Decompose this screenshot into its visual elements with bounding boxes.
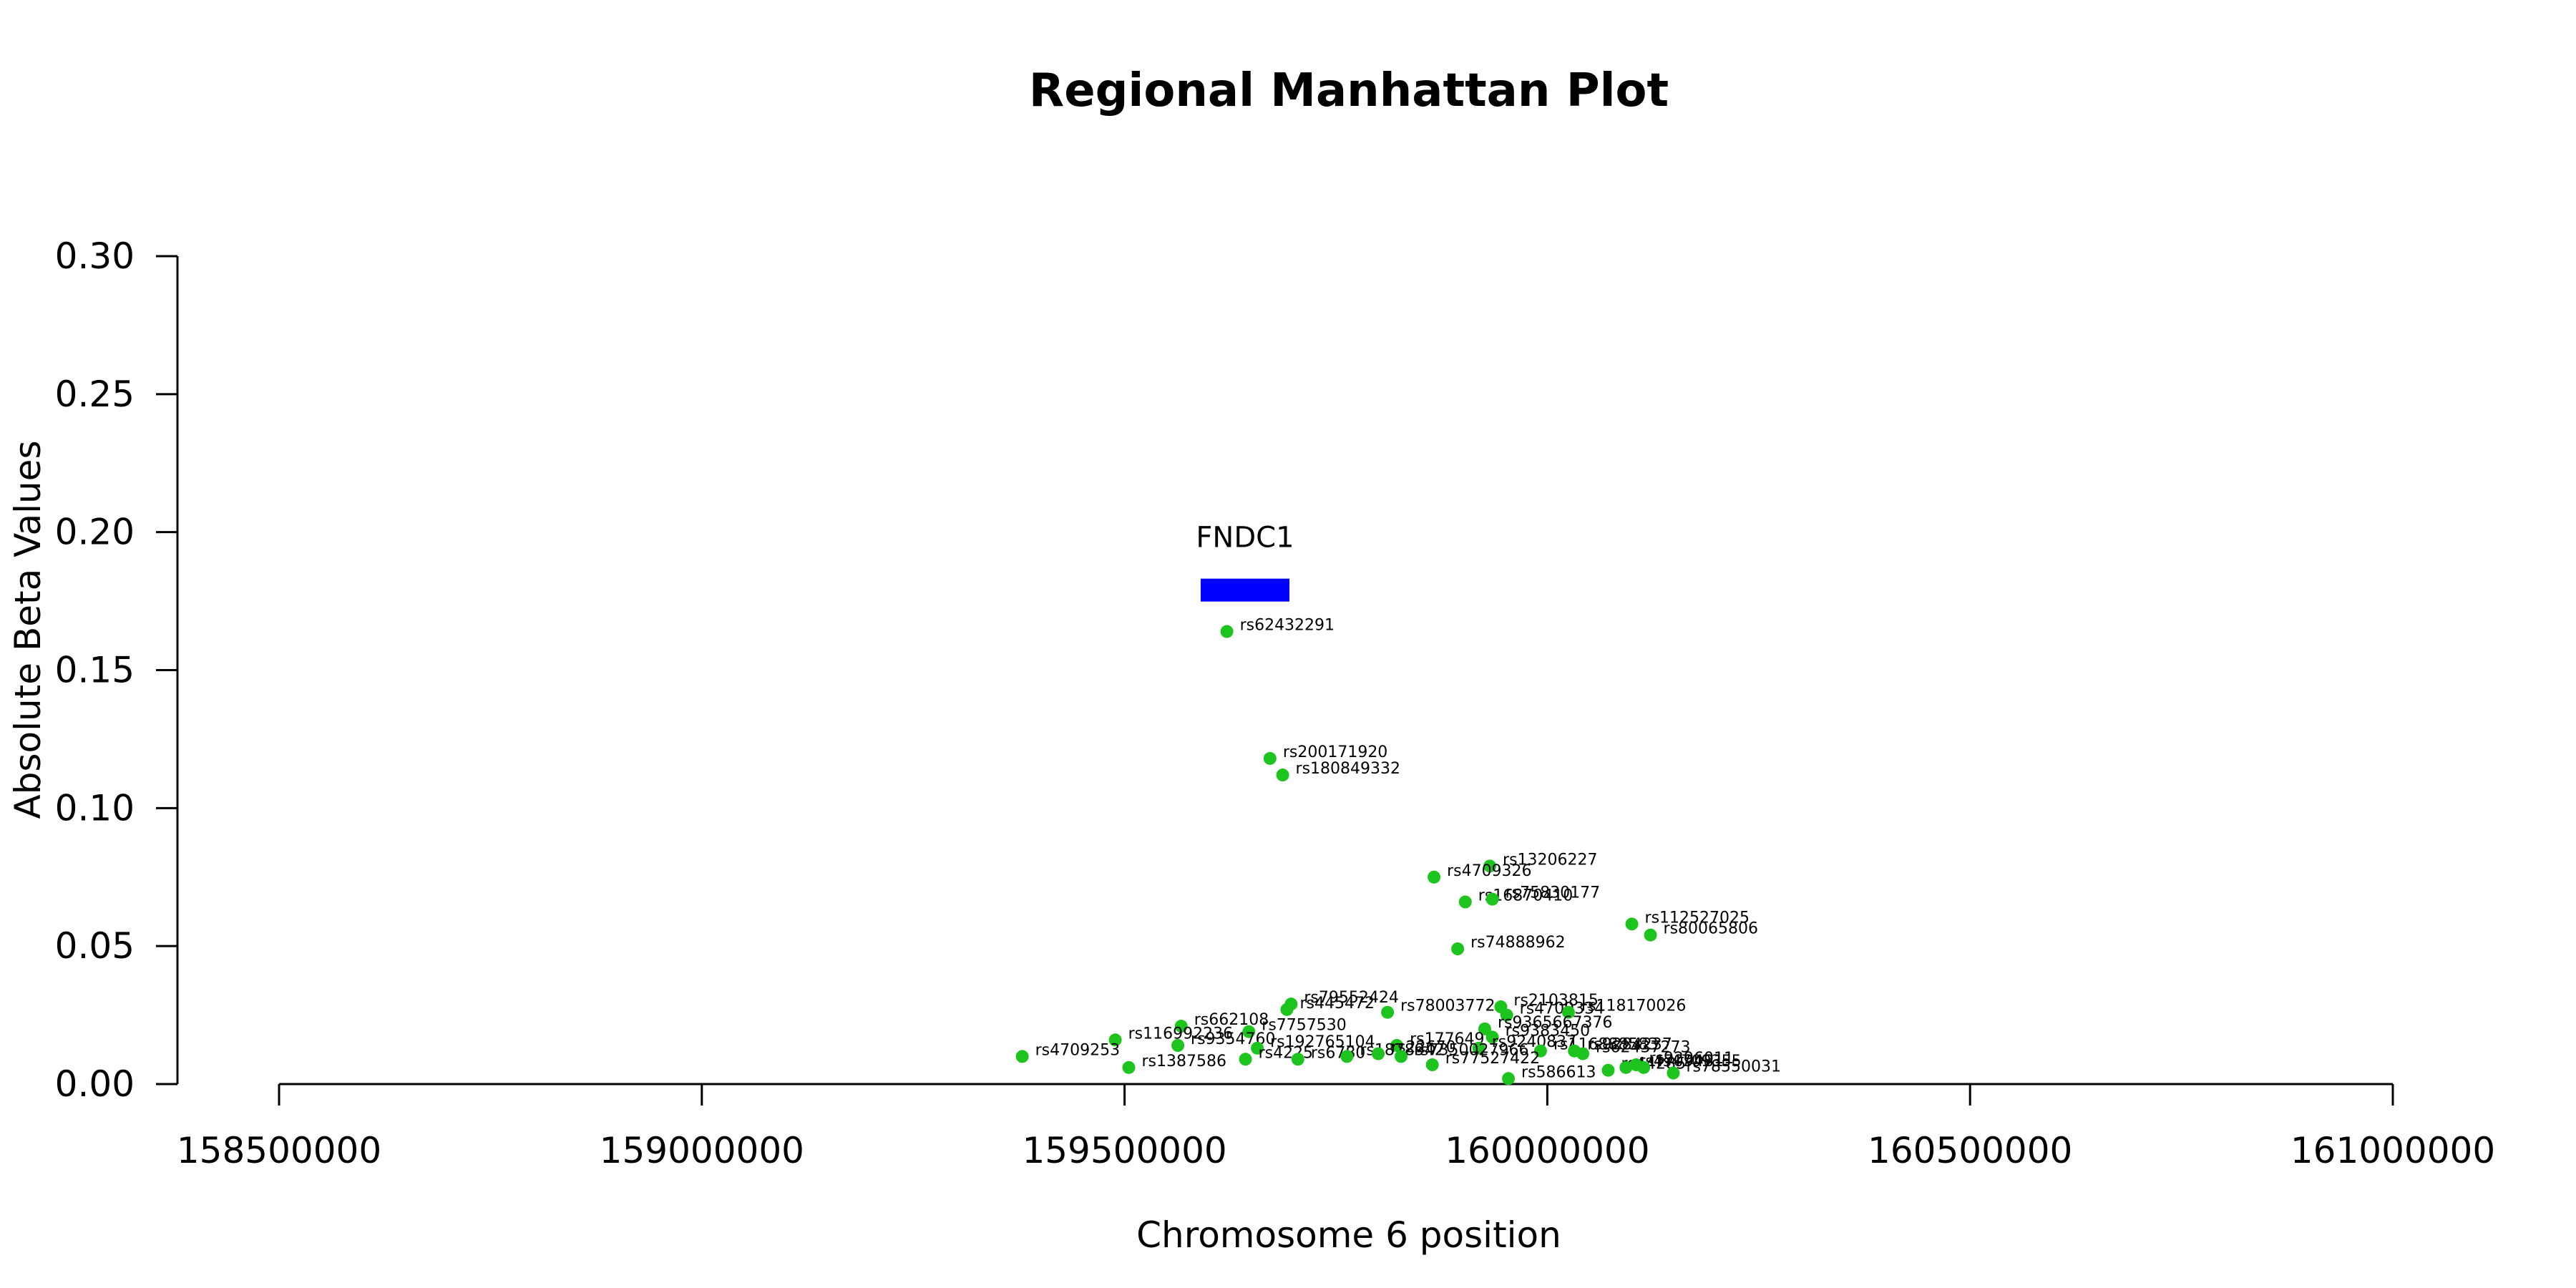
snp-point — [1472, 1041, 1485, 1055]
y-tick-label: 0.25 — [55, 374, 135, 415]
snp-point — [1500, 1008, 1513, 1022]
y-ticks: 0.00 0.05 0.10 0.15 0.20 0.25 0.30 — [55, 235, 177, 1105]
snp-label: rs4709326 — [1447, 862, 1531, 880]
y-tick-label: 0.20 — [55, 512, 135, 553]
snp-point — [1483, 859, 1497, 873]
snp-label: rs200171920 — [1283, 743, 1387, 761]
snp-label: rs9296011 — [1649, 1050, 1734, 1068]
snp-label: rs662108 — [1194, 1011, 1269, 1029]
snp-label: rs586613 — [1521, 1063, 1596, 1081]
snp-label: rs192765104 — [1270, 1033, 1375, 1051]
snp-point — [1561, 1005, 1575, 1019]
snp-label: rs62437273 — [1596, 1039, 1690, 1057]
y-tick-label: 0.15 — [55, 650, 135, 691]
snp-label: rs7757530 — [1262, 1017, 1347, 1035]
snp-label: rs1387586 — [1142, 1053, 1227, 1070]
snp-point — [1390, 1039, 1404, 1053]
snp-label: rs9383450 — [1506, 1022, 1591, 1040]
snp-label: rs9365667376 — [1498, 1014, 1612, 1032]
snp-label: rs78003772 — [1400, 997, 1495, 1015]
axes — [176, 256, 2393, 1085]
snp-label: rs112527025 — [1645, 909, 1750, 927]
snp-point — [1601, 1063, 1615, 1077]
snp-point — [1667, 1066, 1680, 1080]
snp-point — [1485, 892, 1499, 906]
snp-point — [1394, 1050, 1407, 1063]
snp-point — [1458, 895, 1472, 909]
snp-point — [1485, 1030, 1499, 1044]
snp-label: rs4709253 — [1035, 1041, 1121, 1059]
snp-label: rs9284237 — [1587, 1036, 1672, 1054]
snp-label: rs78550031 — [1686, 1058, 1780, 1076]
snp-label: rs6780 — [1311, 1044, 1366, 1062]
snp-label: rs177649 — [1410, 1030, 1485, 1048]
snp-label: rs2103815 — [1513, 992, 1599, 1010]
snp-point — [1239, 1053, 1252, 1066]
snp-point — [1251, 1041, 1264, 1055]
y-tick-label: 0.10 — [55, 787, 135, 829]
snp-label: rs80065806 — [1664, 920, 1758, 938]
y-tick-label: 0.05 — [55, 925, 135, 967]
snp-point — [1291, 1053, 1304, 1066]
snp-point — [1428, 870, 1441, 884]
snp-point — [1637, 1060, 1651, 1074]
y-axis-label: Absolute Beta Values — [7, 441, 49, 819]
x-tick-label: 160000000 — [1445, 1130, 1649, 1171]
snp-point — [1174, 1020, 1188, 1033]
snp-point — [1625, 917, 1639, 931]
x-tick-label: 160500000 — [1868, 1130, 2072, 1171]
y-tick-label: 0.30 — [55, 235, 135, 277]
snp-point — [1478, 1022, 1491, 1035]
snp-label: rs74888962 — [1470, 934, 1565, 952]
chart-title: Regional Manhattan Plot — [1029, 64, 1669, 117]
snp-point — [1340, 1050, 1354, 1063]
snp-point — [1171, 1039, 1185, 1053]
snp-label: rs9240837 — [1492, 1033, 1577, 1051]
snp-point — [1276, 769, 1289, 782]
snp-label: rs180849332 — [1296, 760, 1400, 778]
x-tick-label: 159000000 — [600, 1130, 804, 1171]
snp-point — [1108, 1033, 1122, 1047]
snp-label: rs13206227 — [1503, 851, 1597, 869]
snp-point — [1220, 625, 1234, 638]
x-tick-label: 159500000 — [1022, 1130, 1226, 1171]
genes-layer: FNDC1 — [1196, 522, 1294, 602]
snp-point — [1619, 1060, 1633, 1074]
snp-label: rs4225 — [1259, 1044, 1314, 1062]
snp-label: rs4709334 — [1520, 1000, 1605, 1018]
snp-label: rs77527422 — [1445, 1050, 1540, 1068]
snp-point — [1576, 1047, 1590, 1060]
snp-label: rs4709481 — [1639, 1053, 1724, 1070]
snp-label: rs118170026 — [1581, 997, 1686, 1015]
x-tick-label: 161000000 — [2290, 1130, 2495, 1171]
snp-label: rs445472 — [1299, 995, 1375, 1013]
snp-point — [1451, 942, 1465, 956]
snp-point — [1280, 1002, 1294, 1016]
snp-point — [1263, 751, 1277, 765]
snp-label: rs7350027966 — [1414, 1041, 1528, 1059]
x-axis-label: Chromosome 6 position — [1136, 1214, 1561, 1256]
snp-point — [1502, 1072, 1516, 1085]
x-ticks: 158500000 159000000 159500000 160000000 1605… — [177, 1084, 2495, 1171]
snp-point — [1381, 1005, 1395, 1019]
snp-point — [1122, 1060, 1136, 1074]
snp-point — [1015, 1050, 1029, 1063]
snp-label: rs62432291 — [1240, 617, 1335, 635]
snp-point — [1533, 1044, 1547, 1058]
snp-point — [1372, 1047, 1385, 1060]
snp-point — [1425, 1058, 1439, 1072]
x-tick-label: 158500000 — [177, 1130, 381, 1171]
y-tick-label: 0.00 — [55, 1063, 135, 1105]
snp-label: rs75830177 — [1506, 884, 1600, 902]
gene-bar — [1200, 578, 1290, 602]
snp-point — [1644, 928, 1657, 942]
snp-point — [1242, 1025, 1256, 1038]
gene-label: FNDC1 — [1196, 522, 1294, 555]
snp-label: rs79552424 — [1304, 989, 1398, 1007]
